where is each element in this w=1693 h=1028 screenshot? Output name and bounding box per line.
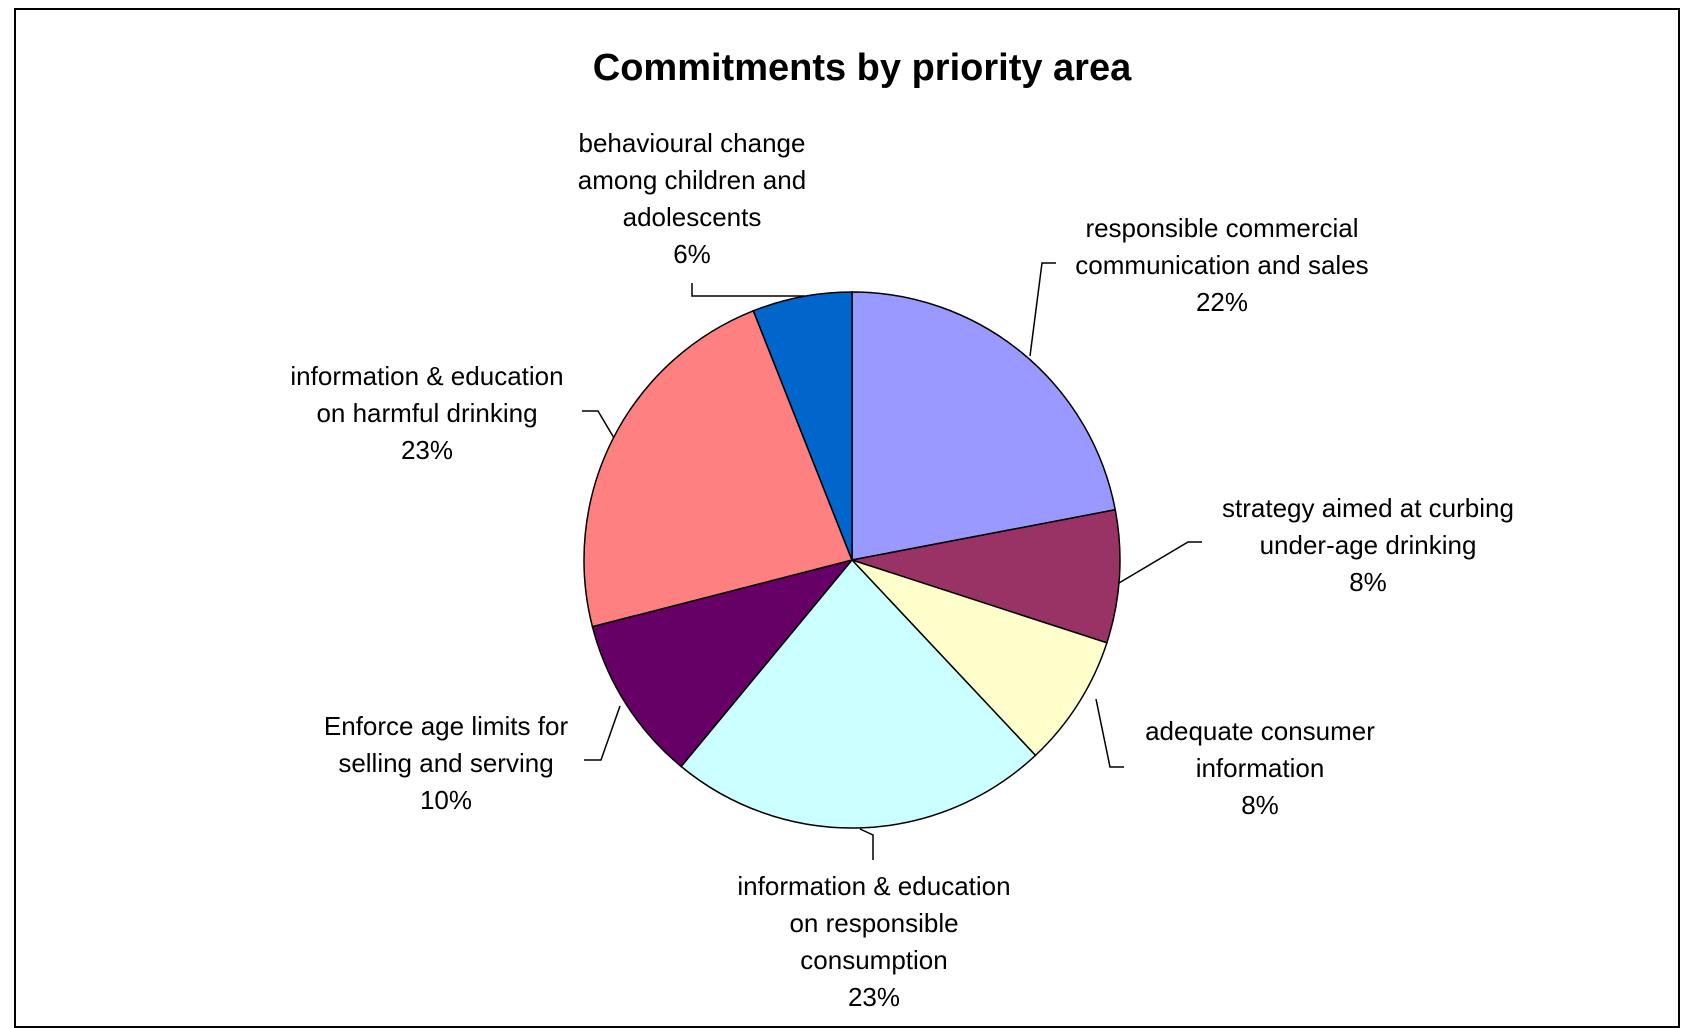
slice-label: adequate consumer information 8% (1145, 716, 1375, 820)
slice-label-line: information (1196, 753, 1325, 783)
slice-label-line: strategy aimed at curbing (1222, 493, 1514, 523)
slice-value-label: 23% (848, 982, 900, 1012)
leader-line (1030, 263, 1056, 356)
slice-label: Enforce age limits for selling and servin… (324, 711, 569, 815)
slice-label-line: adolescents (623, 202, 762, 232)
slice-label-line: on responsible (789, 908, 958, 938)
slice-label: information & education on harmful drinki… (290, 361, 563, 465)
slice-label-line: among children and (578, 165, 806, 195)
slice-label-line: on harmful drinking (316, 398, 537, 428)
slice-value-label: 22% (1196, 287, 1248, 317)
slice-label: strategy aimed at curbing under-age drink… (1222, 493, 1514, 597)
leader-line (1096, 699, 1124, 767)
slice-label-line: responsible commercial (1085, 213, 1358, 243)
slice-label-line: information & education (737, 871, 1010, 901)
slice-value-label: 23% (401, 435, 453, 465)
slice-label-line: communication and sales (1075, 250, 1368, 280)
slice-label-line: behavioural change (579, 128, 806, 158)
slice-value-label: 10% (420, 785, 472, 815)
slice-label: behavioural change among children and adol… (578, 128, 806, 269)
pie-slices (584, 292, 1120, 828)
slice-label-line: Enforce age limits for (324, 711, 569, 741)
leader-line (582, 411, 614, 438)
leader-line (584, 706, 620, 760)
slice-value-label: 8% (1241, 790, 1279, 820)
leader-line (860, 829, 873, 860)
slice-label-line: adequate consumer (1145, 716, 1375, 746)
slice-value-label: 6% (673, 239, 711, 269)
leader-line (692, 283, 805, 296)
slice-label-line: information & education (290, 361, 563, 391)
slice-label: responsible commercial communication and … (1075, 213, 1368, 317)
slice-label-line: selling and serving (338, 748, 553, 778)
slice-label: information & education on responsible con… (737, 871, 1010, 1012)
slice-label-line: under-age drinking (1260, 530, 1477, 560)
slice-value-label: 8% (1349, 567, 1387, 597)
chart-title: Commitments by priority area (593, 47, 1132, 89)
slice-label-line: consumption (800, 945, 947, 975)
leader-line (1119, 542, 1202, 583)
